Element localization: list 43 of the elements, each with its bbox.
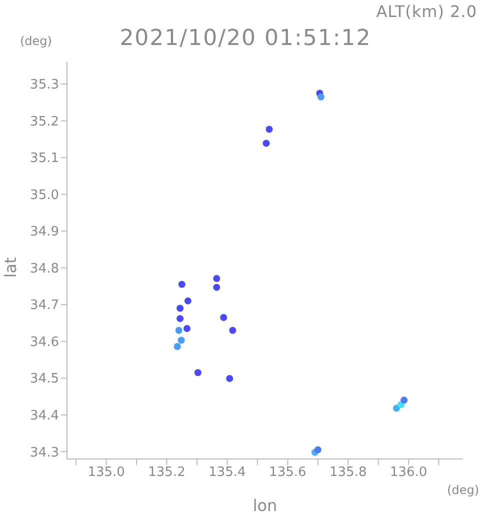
y-tick-label: 34.9 [30,224,59,240]
x-tick-label: 135.8 [330,465,367,480]
y-tick-label: 35.1 [30,151,59,166]
y-tick-label: 35.0 [30,188,59,203]
y-tick-label: 34.8 [30,261,59,276]
point [314,446,322,454]
y-tick-label: 34.3 [30,445,59,460]
point [392,404,400,412]
y-tick-label: 35.3 [30,78,59,93]
point [184,297,192,304]
x-tick-label: 135.6 [269,465,306,480]
point [213,284,220,291]
x-tick-label: 135.0 [88,465,125,480]
point [262,140,270,147]
point [178,336,185,344]
x-tick-label: 135.4 [208,465,246,480]
point [175,326,182,334]
point [226,374,234,382]
text: (deg) [20,34,52,48]
y-tick-label: 34.4 [30,408,59,424]
point [229,326,236,334]
point [184,325,191,332]
point [400,396,408,404]
point [213,275,220,282]
y-tick-label: 34.7 [30,298,59,314]
y-tick-label: 34.6 [30,334,59,350]
x-tick-label: 135.2 [148,465,186,480]
point [178,280,186,288]
y-tick-label: 34.5 [30,372,59,387]
point [176,315,184,322]
point [194,369,202,376]
chart-title: 2021/10/20 01:51:12 [120,26,372,51]
y-tick-label: 35.2 [30,114,59,130]
point [176,304,184,312]
chart-subtitle: ALT(km) 2.0 [376,2,477,21]
point [220,314,228,321]
y-axis-title: lat [0,257,20,278]
text: (deg) [447,483,479,497]
point [317,93,324,100]
x-axis-title: lon [252,496,278,515]
x-tick-label: 136.0 [390,465,428,480]
point [174,343,181,350]
point [266,126,273,133]
